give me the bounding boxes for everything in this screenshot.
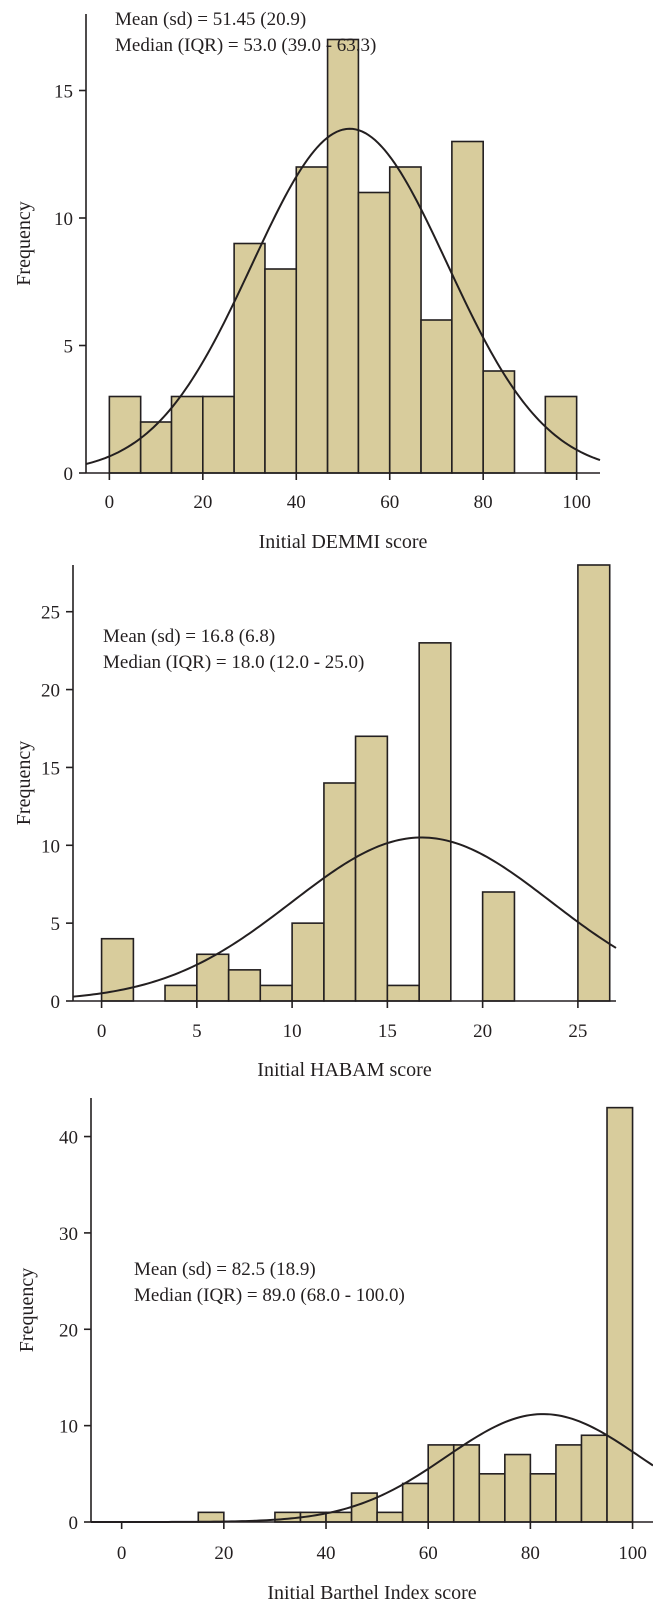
histogram-bar [427,1444,455,1523]
median-iqr-annotation: Median (IQR) = 89.0 (68.0 - 100.0) [134,1285,405,1306]
histogram-bar [170,395,204,474]
x-axis-label: Initial HABAM score [257,1059,432,1081]
y-axis-label: Frequency [13,741,35,825]
y-tick-label: 25 [41,603,60,624]
y-tick-label: 10 [59,1417,78,1438]
histogram-bar [108,395,142,474]
histogram-bar [401,1482,429,1523]
histogram-bar [264,268,298,474]
histogram-bar [418,642,452,1002]
histogram-bar [529,1473,557,1523]
x-tick-label: 20 [193,492,212,513]
x-tick-label: 80 [474,492,493,513]
histogram-bar [350,1492,378,1523]
histogram-bar [326,38,360,474]
y-tick-label: 20 [41,681,60,702]
x-tick-label: 0 [117,1543,127,1564]
x-tick-label: 60 [419,1543,438,1564]
normal-curve [72,836,617,998]
histogram-bar [233,242,266,474]
histogram-bar [325,1511,353,1523]
histogram-bar [388,166,422,474]
histogram-bar [606,1106,634,1523]
x-tick-label: 40 [287,492,306,513]
mean-sd-annotation: Mean (sd) = 51.45 (20.9) [115,9,306,30]
chart-3: 0 20 40 60 80 100 0 10 20 30 40 Initial Barthel Ind… [16,1098,653,1604]
mean-sd-annotation: Mean (sd) = 82.5 (18.9) [134,1259,316,1280]
histogram-bar [481,891,516,1002]
histogram-bar [420,319,453,474]
x-axis-label: Initial DEMMI score [259,531,428,553]
y-tick-label: 15 [41,758,60,779]
x-tick-label: 15 [378,1021,397,1042]
histogram-bar [164,984,198,1002]
y-tick-label: 0 [69,1513,79,1534]
y-axis-label: Frequency [13,201,35,285]
y-tick-label: 20 [59,1320,78,1341]
histogram-bar [295,166,329,474]
histogram-bar [580,1434,608,1523]
y-tick-label: 40 [59,1128,78,1149]
histogram-bar [376,1511,404,1523]
x-tick-label: 0 [105,492,115,513]
x-tick-label: 80 [521,1543,540,1564]
histogram-bar [478,1473,506,1523]
y-tick-label: 0 [64,464,74,485]
histogram-bar [357,191,391,474]
x-tick-label: 60 [380,492,399,513]
y-tick-label: 15 [54,82,73,103]
y-tick-label: 5 [64,337,74,358]
x-tick-label: 100 [618,1543,647,1564]
y-tick-label: 30 [59,1224,78,1245]
histogram-bar [544,395,578,474]
normal-curve [85,127,601,465]
histogram-bar [577,564,611,1002]
histogram-bar [386,984,420,1002]
histogram-bar [323,782,357,1002]
histogram-bar [202,395,235,474]
chart-1: 0 20 40 60 80 100 0 5 10 15 Initial DEMMI score Fre… [13,9,601,553]
y-tick-label: 5 [51,914,61,935]
median-iqr-annotation: Median (IQR) = 18.0 (12.0 - 25.0) [103,652,364,673]
median-iqr-annotation: Median (IQR) = 53.0 (39.0 - 63.3) [115,35,376,56]
y-tick-label: 10 [41,836,60,857]
chart-2: 0 5 10 15 20 25 0 5 10 15 20 25 Initial HABAM score F… [13,564,617,1081]
histogram-bar [504,1453,532,1523]
x-axis-label: Initial Barthel Index score [267,1582,476,1604]
y-tick-label: 0 [51,992,61,1013]
histogram-bar [452,1444,481,1523]
x-tick-label: 100 [562,492,591,513]
histogram-bar [139,421,173,474]
histogram-bar [259,984,293,1002]
x-tick-label: 5 [192,1021,202,1042]
y-axis-label: Frequency [16,1268,38,1352]
x-tick-label: 20 [473,1021,492,1042]
y-tick-label: 10 [54,209,73,230]
x-tick-label: 20 [214,1543,233,1564]
histogram-bar [482,370,516,474]
histogram-bar [555,1444,583,1523]
histogram-bar [227,969,262,1002]
histogram-bar [291,922,325,1002]
x-tick-label: 10 [283,1021,302,1042]
x-tick-label: 0 [97,1021,107,1042]
histogram-bar [197,1511,225,1523]
mean-sd-annotation: Mean (sd) = 16.8 (6.8) [103,626,275,647]
histogram-bar [354,735,389,1002]
x-tick-label: 25 [568,1021,587,1042]
x-tick-label: 40 [317,1543,336,1564]
